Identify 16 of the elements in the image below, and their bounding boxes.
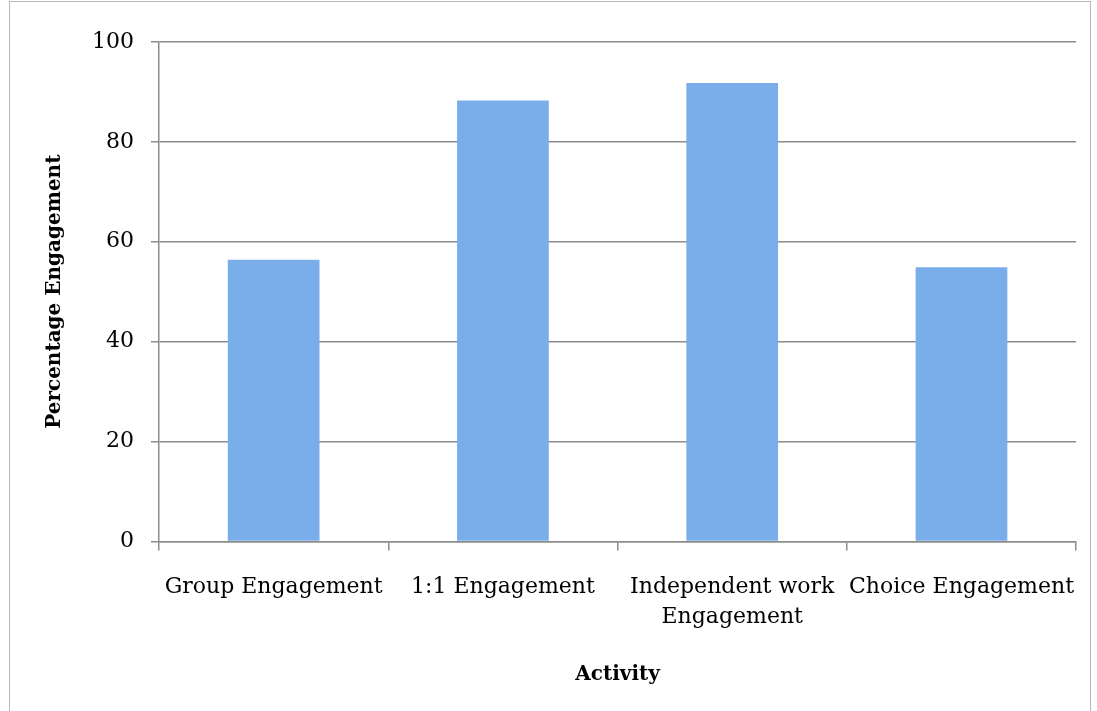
y-tick-label: 80 (105, 127, 134, 153)
x-tick-label: Independent work Engagement (630, 572, 835, 629)
y-tick-label: 20 (105, 427, 134, 453)
y-tick-label: 60 (105, 227, 134, 253)
x-tick-label: 1:1 Engagement (411, 572, 595, 598)
y-axis-title: Percentage Engagement (41, 153, 66, 429)
y-tick-label: 100 (91, 27, 134, 53)
x-tick-label: Group Engagement (164, 572, 383, 598)
x-tick-label: Choice Engagement (848, 572, 1075, 598)
y-tick-label: 0 (119, 527, 134, 553)
y-tick-label: 40 (105, 327, 134, 353)
bar (457, 100, 549, 541)
bar (227, 259, 320, 541)
x-axis-title: Activity (574, 661, 662, 686)
bar (686, 82, 779, 541)
bar (915, 267, 1008, 541)
